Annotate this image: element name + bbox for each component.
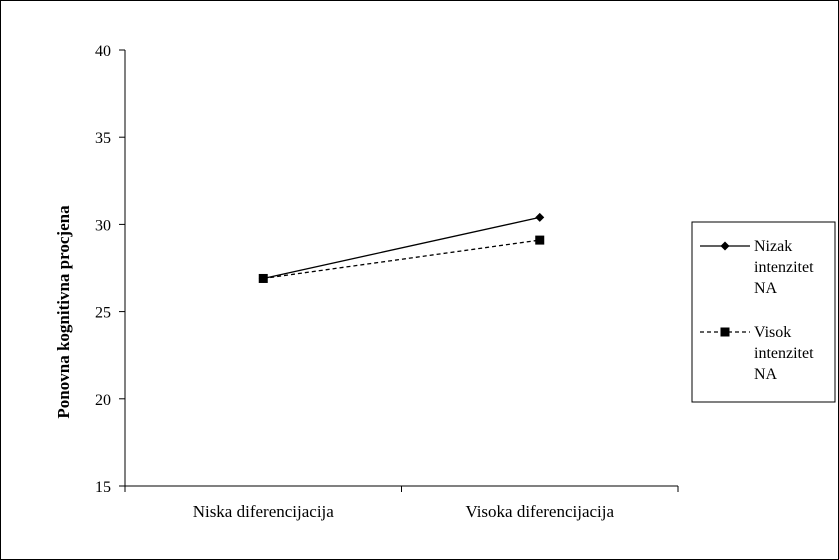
- legend-entry-label: Nizak intenzitet NA: [754, 238, 814, 297]
- y-tick-label: 30: [95, 217, 111, 234]
- y-tick-label: 20: [95, 392, 111, 409]
- series-line: [263, 216, 540, 280]
- y-tick-label: 35: [95, 130, 111, 147]
- legend-marker: [720, 241, 730, 251]
- legend-entry-line: intenzitet: [754, 259, 814, 276]
- x-tick-label: Visoka diferencijacija: [465, 502, 614, 521]
- legend-entry-line: Visok: [754, 324, 791, 341]
- y-axis-title: Ponovna kognitivna procjena: [54, 205, 73, 419]
- legend-entry-label: Visok intenzitet NA: [754, 324, 814, 383]
- series-line: [263, 239, 540, 280]
- legend-entry-line: Nizak: [754, 238, 792, 255]
- y-tick-label: 15: [95, 479, 111, 496]
- plot-area: 15 20 25 30 35 40 Niska diferencijacija Visoka …: [95, 43, 679, 521]
- data-point: [535, 212, 545, 222]
- legend: Nizak intenzitet NA Visok intenzitet NA: [691, 221, 836, 403]
- data-point: [258, 273, 268, 283]
- y-tick-label: 40: [95, 43, 111, 60]
- legend-entry-line: NA: [754, 366, 778, 383]
- y-tick-label: 25: [95, 305, 111, 322]
- data-point: [535, 235, 545, 245]
- legend-box: [691, 221, 836, 403]
- x-tick-label: Niska diferencijacija: [193, 502, 335, 521]
- legend-marker: [720, 327, 730, 337]
- legend-entry-line: NA: [754, 280, 778, 297]
- legend-entry-line: intenzitet: [754, 345, 814, 362]
